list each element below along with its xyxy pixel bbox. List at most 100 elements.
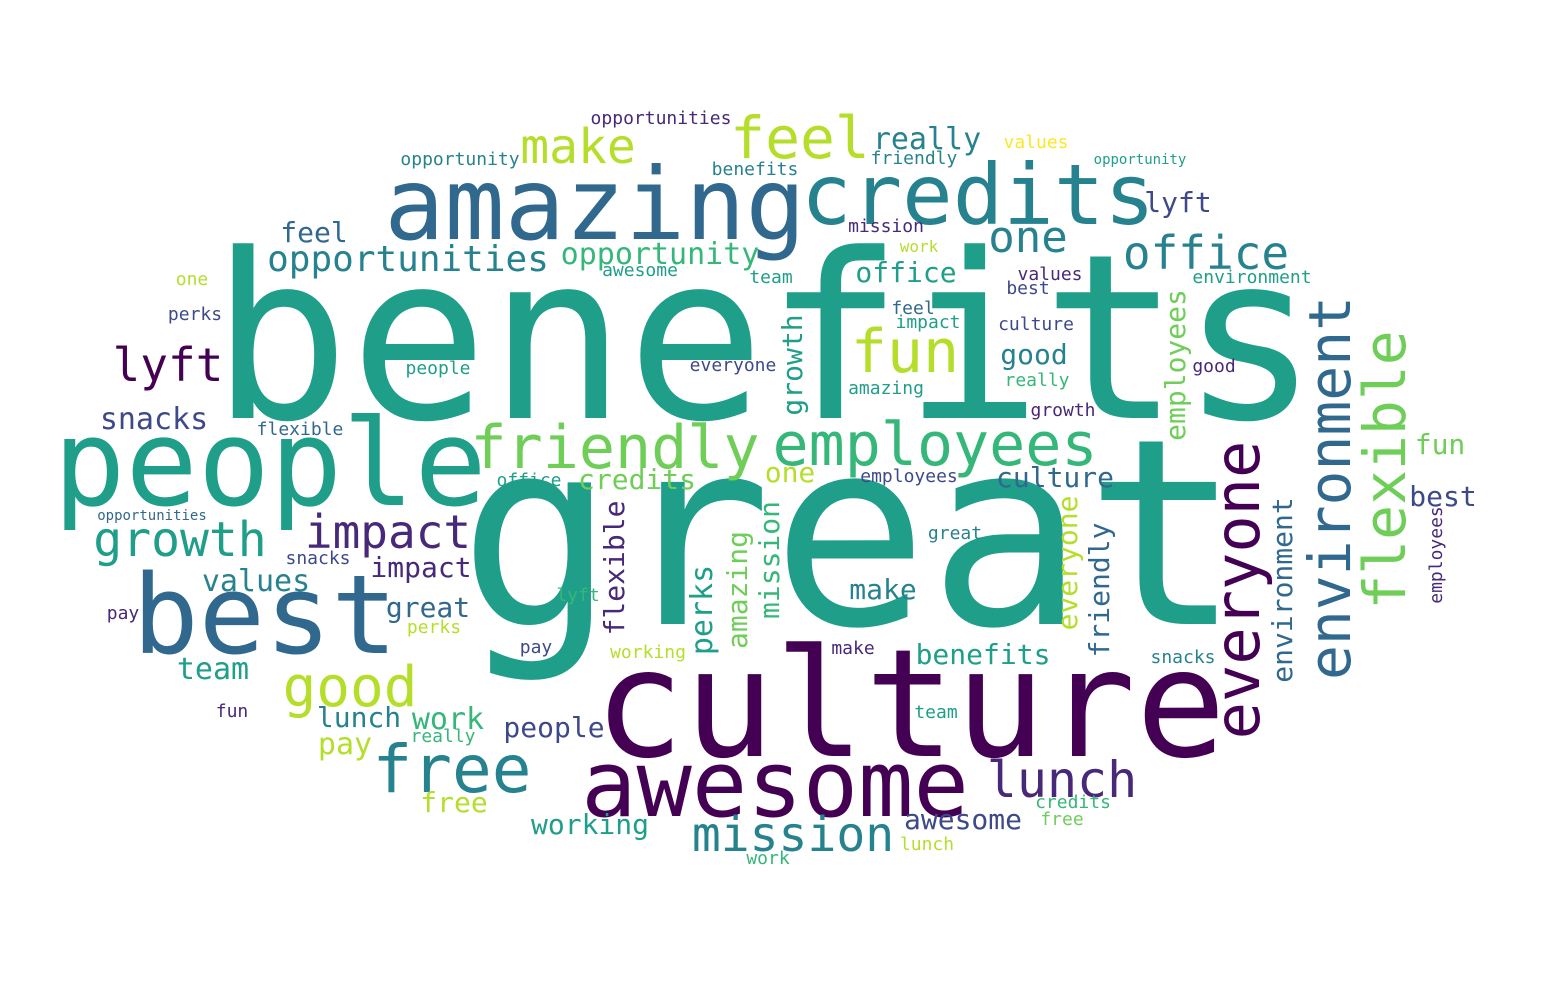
word-values: values <box>201 564 311 599</box>
word-snacks: snacks <box>1150 647 1216 668</box>
word-really: really <box>410 726 476 747</box>
word-really: really <box>872 122 982 157</box>
word-amazing: amazing <box>384 146 806 263</box>
word-work: work <box>746 848 790 869</box>
word-opportunity: opportunity <box>400 149 520 170</box>
word-fun: fun <box>850 317 960 387</box>
word-make: make <box>520 119 636 175</box>
word-office: office <box>855 256 957 289</box>
word-awesome: awesome <box>903 803 1023 836</box>
word-values: values <box>1003 132 1069 153</box>
word-great: great <box>385 591 471 624</box>
word-lyft: lyft <box>1144 186 1212 219</box>
word-team: team <box>914 702 958 723</box>
word-growth: growth <box>1030 400 1096 421</box>
word-benefits: benefits <box>211 206 1319 473</box>
word-amazing: amazing <box>848 378 924 399</box>
word-mission: mission <box>753 500 786 620</box>
word-opportunity: opportunity <box>1093 152 1187 168</box>
word-awesome: awesome <box>581 731 969 838</box>
word-team: team <box>749 267 793 288</box>
word-employees: employees <box>1159 289 1192 441</box>
word-benefits: benefits <box>915 638 1051 671</box>
word-one: one <box>764 456 816 489</box>
word-office: office <box>496 470 562 491</box>
word-culture: culture <box>995 461 1115 494</box>
word-values: values <box>1017 264 1083 285</box>
word-work: work <box>411 702 485 737</box>
word-really: really <box>1004 370 1070 391</box>
word-culture: culture <box>593 618 1227 792</box>
word-make: make <box>831 638 875 659</box>
word-growth: growth <box>776 314 809 416</box>
word-employees: employees <box>772 410 1098 480</box>
word-people: people <box>503 711 605 744</box>
word-credits: credits <box>1035 792 1111 813</box>
word-people: people <box>53 395 487 534</box>
word-perks: perks <box>167 304 223 325</box>
word-culture: culture <box>998 314 1074 335</box>
word-good: good <box>1192 356 1236 377</box>
word-feel: feel <box>280 216 348 249</box>
word-awesome: awesome <box>602 260 678 281</box>
word-lunch: lunch <box>316 701 402 734</box>
word-mission: mission <box>691 807 895 863</box>
word-best: best <box>1409 480 1477 513</box>
word-fun: fun <box>1414 428 1466 461</box>
word-pay: pay <box>106 603 140 624</box>
word-friendly: friendly <box>470 413 760 483</box>
word-snacks: snacks <box>99 402 209 437</box>
word-lunch: lunch <box>986 751 1138 809</box>
word-working: working <box>530 808 650 841</box>
word-growth: growth <box>93 512 267 568</box>
word-opportunities: opportunities <box>267 239 549 280</box>
word-impact: impact <box>370 551 472 584</box>
word-environment: environment <box>1192 267 1312 288</box>
word-office: office <box>1122 226 1290 280</box>
word-best: best <box>132 551 398 679</box>
word-impact: impact <box>304 505 472 559</box>
word-flexible: flexible <box>1351 330 1419 610</box>
word-people: people <box>405 358 471 379</box>
word-best: best <box>1006 278 1050 299</box>
word-amazing: amazing <box>721 530 754 650</box>
word-work: work <box>899 237 939 256</box>
word-good: good <box>282 655 418 720</box>
word-one: one <box>175 269 209 290</box>
word-perks: perks <box>406 617 462 638</box>
word-great: great <box>458 384 1242 686</box>
word-lunch: lunch <box>899 834 955 855</box>
word-flexible: flexible <box>598 500 631 636</box>
word-opportunity: opportunity <box>560 237 760 272</box>
word-opportunities: opportunities <box>590 108 732 129</box>
word-flexible: flexible <box>256 419 344 440</box>
word-team: team <box>176 652 250 687</box>
word-pay: pay <box>317 727 373 762</box>
word-great: great <box>927 523 983 544</box>
word-credits: credits <box>577 463 697 496</box>
word-benefits: benefits <box>711 159 799 180</box>
word-good: good <box>1000 338 1068 371</box>
word-lyft: lyft <box>112 338 224 392</box>
word-feel: feel <box>730 104 870 172</box>
word-free: free <box>372 731 532 808</box>
word-friendly: friendly <box>1083 522 1116 658</box>
word-make: make <box>849 573 917 606</box>
word-environment: environment <box>1266 497 1299 683</box>
word-everyone: everyone <box>1201 440 1274 740</box>
word-everyone: everyone <box>689 355 777 376</box>
word-credits: credits <box>800 146 1156 244</box>
word-perks: perks <box>685 564 720 656</box>
word-feel: feel <box>891 298 935 319</box>
word-fun: fun <box>215 701 249 722</box>
word-impact: impact <box>895 312 961 333</box>
word-mission: mission <box>848 216 924 237</box>
word-free: free <box>420 786 488 819</box>
word-employees: employees <box>860 466 958 487</box>
word-everyone: everyone <box>1051 495 1084 631</box>
word-free: free <box>1040 809 1084 830</box>
word-one: one <box>988 212 1068 263</box>
word-opportunities: opportunities <box>97 508 207 524</box>
word-working: working <box>610 642 686 663</box>
